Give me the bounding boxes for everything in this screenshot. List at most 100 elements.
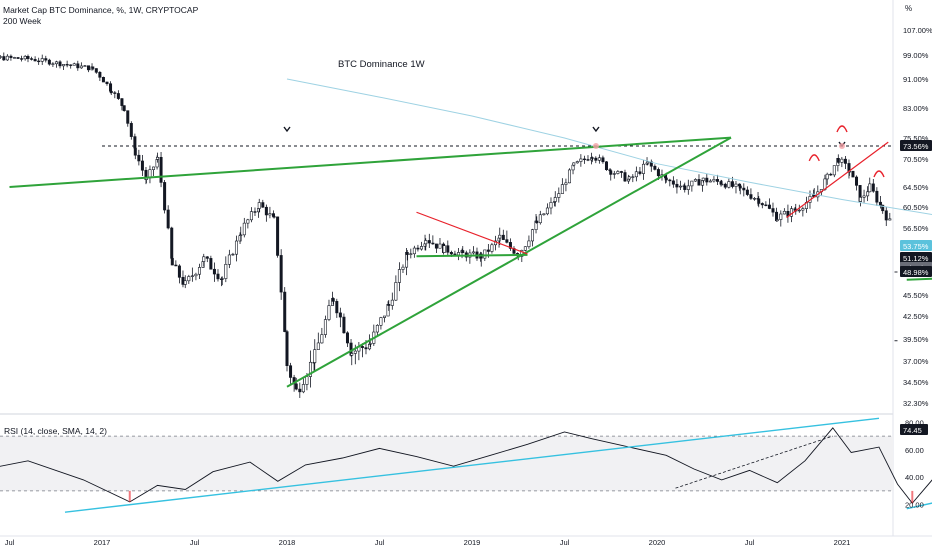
candle-body <box>461 250 465 254</box>
price-tag <box>900 140 932 151</box>
candle-body <box>438 243 442 249</box>
candle-body <box>126 110 130 124</box>
candle-body <box>530 229 534 242</box>
candle-body <box>209 258 213 270</box>
candle-body <box>316 342 320 350</box>
candle-body <box>298 388 302 393</box>
axes-layer: 107.00% 99.00% 91.00% 83.00% 75.50% 70.50% 64.… <box>5 26 932 547</box>
candle-body <box>335 301 339 314</box>
y-tick-label: 75.50% <box>903 134 929 143</box>
candle-body <box>212 268 216 275</box>
candle-body <box>190 275 194 277</box>
candle-body <box>767 204 771 209</box>
candle-body <box>586 159 590 161</box>
candle-body <box>368 343 372 345</box>
candle-body <box>360 346 364 348</box>
candle-body <box>535 220 539 224</box>
annotation-title: BTC Dominance 1W <box>338 59 425 70</box>
y-tick-label: 45.50% <box>903 291 929 300</box>
candle-body <box>434 243 438 249</box>
candle-body <box>631 176 635 178</box>
grid-layer <box>0 0 932 537</box>
candle-body <box>797 209 801 212</box>
candle-body <box>69 64 73 66</box>
candle-body <box>133 147 137 156</box>
candle-body <box>327 305 331 320</box>
candle-body <box>742 187 746 191</box>
candle-body <box>129 123 133 137</box>
candle-body <box>549 202 553 209</box>
candle-body <box>294 383 298 390</box>
green-trendline <box>9 136 732 188</box>
candle-body <box>505 239 509 243</box>
candle-body <box>498 234 502 239</box>
candle-body <box>409 253 413 255</box>
candle-body <box>37 60 41 63</box>
y-axis-unit: % <box>905 4 912 13</box>
candle-body <box>868 183 872 193</box>
candle-body <box>675 183 679 188</box>
candle-body <box>12 57 16 59</box>
candle-body <box>538 214 542 224</box>
candle-body <box>412 247 416 255</box>
candle-body <box>686 185 690 190</box>
candle-body <box>427 240 431 244</box>
rsi-trendline <box>64 417 880 513</box>
candle-body <box>590 157 594 159</box>
peak-marker-v <box>592 126 600 133</box>
y-tick-label: 56.50% <box>903 224 929 233</box>
candle-body <box>527 240 531 247</box>
candle-body <box>231 253 235 256</box>
main-price-pane: 4939 <box>0 52 932 398</box>
green-trendline <box>286 136 732 388</box>
y-tick-label: 99.00% <box>903 51 929 60</box>
candle-body <box>5 55 9 61</box>
candle-body <box>840 158 844 163</box>
x-tick-label: 2017 <box>94 538 111 547</box>
x-tick-label: 2019 <box>464 538 481 547</box>
candle-body <box>771 208 775 213</box>
candle-body <box>83 65 87 67</box>
candle-body <box>155 159 159 168</box>
candle-body <box>174 264 178 267</box>
candle-body <box>279 255 283 293</box>
candle-body <box>137 154 141 162</box>
candle-body <box>483 249 487 259</box>
candle-body <box>720 183 724 186</box>
candle-body <box>760 203 764 206</box>
candle-body <box>202 256 206 262</box>
candle-body <box>708 180 712 183</box>
candle-body <box>582 158 586 161</box>
candle-body <box>0 56 2 58</box>
y-tick-label: 34.50% <box>903 378 929 387</box>
y-tick-label: 64.50% <box>903 183 929 192</box>
candle-body <box>261 202 265 208</box>
candle-body <box>122 105 126 111</box>
candle-body <box>653 165 657 170</box>
y-tick-label: 39.50% <box>903 335 929 344</box>
candle-body <box>878 201 882 206</box>
candle-body <box>745 189 749 195</box>
candle-body <box>683 185 687 190</box>
rsi-pane <box>0 417 932 513</box>
candle-body <box>866 191 870 197</box>
candle-body <box>197 267 201 275</box>
candle-body <box>379 317 383 326</box>
candle-body <box>76 63 80 69</box>
candle-body <box>508 242 512 249</box>
candle-body <box>646 161 650 164</box>
x-tick-label: 2021 <box>834 538 851 547</box>
candle-body <box>116 93 120 99</box>
candle-body <box>401 266 405 270</box>
candle-body <box>152 166 156 170</box>
candle-body <box>338 312 342 318</box>
candle-body <box>350 353 354 356</box>
candle-body <box>79 65 83 69</box>
candle-body <box>449 251 453 255</box>
candle-body <box>23 56 27 60</box>
candle-body <box>579 158 583 162</box>
green-trendline <box>416 253 528 258</box>
candle-body <box>723 183 727 188</box>
rsi-dashed-trendline <box>675 435 833 489</box>
